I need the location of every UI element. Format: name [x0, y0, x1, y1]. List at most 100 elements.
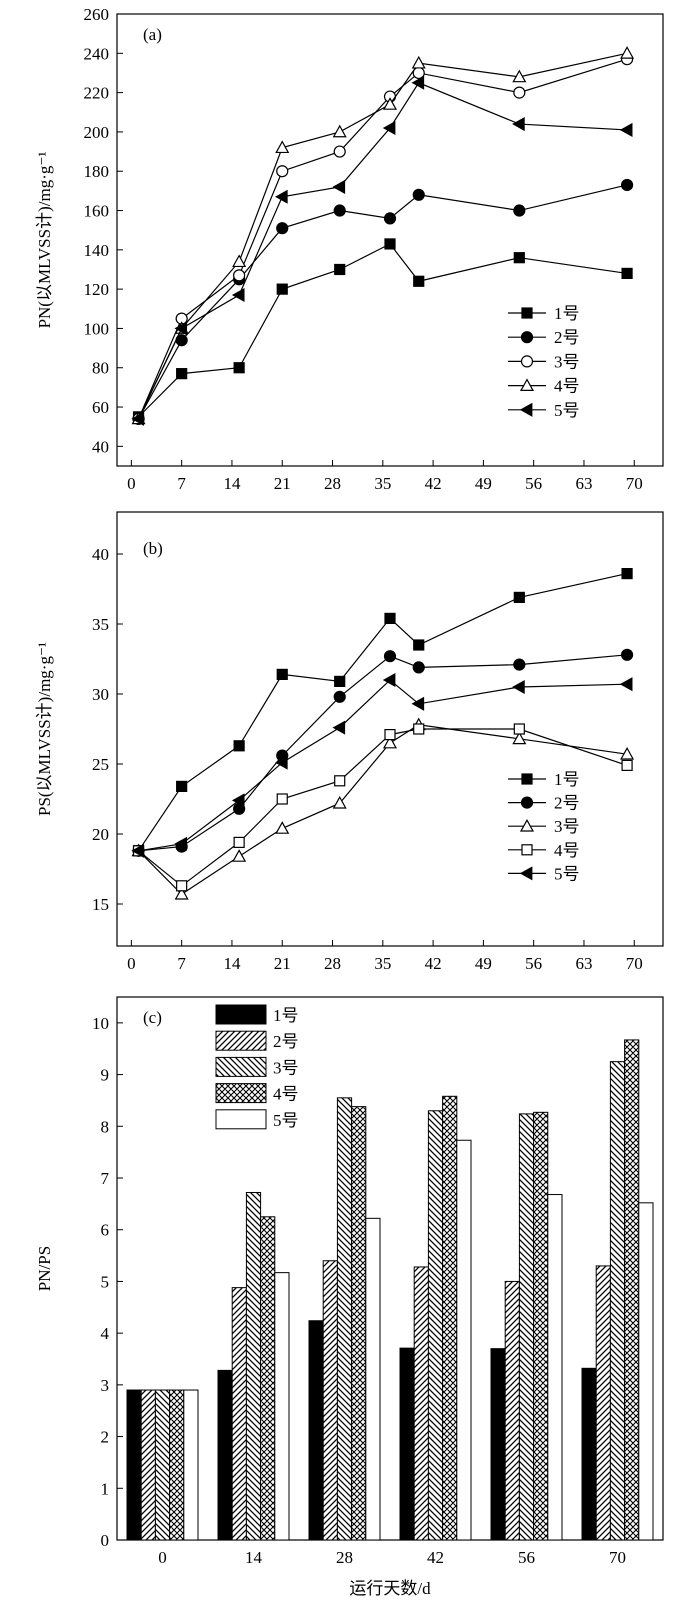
plot-frame	[116, 511, 664, 947]
y-tick-label: 10	[92, 1014, 109, 1033]
legend-label: 3号	[554, 352, 580, 371]
data-point	[276, 283, 288, 295]
data-point	[382, 120, 396, 136]
x-tick-label: 49	[475, 474, 492, 493]
y-tick-label: 35	[92, 615, 109, 634]
data-point	[332, 179, 346, 194]
data-point	[383, 212, 397, 225]
bar	[183, 1389, 199, 1541]
y-tick-label: 30	[92, 685, 109, 704]
plot-frame	[116, 13, 664, 467]
x-tick-label: 0	[127, 954, 136, 973]
chart-panel-b: 15 20 25 30 35 40 0 7 14 21 28 35 42 49 56 63 70 (b) PS(以M…	[35, 511, 664, 973]
bar	[231, 1287, 247, 1541]
data-point	[334, 263, 346, 276]
y-tick-label: 180	[84, 162, 110, 181]
legend-swatch	[215, 1109, 267, 1130]
data-point	[383, 650, 397, 663]
y-tick-label: 8	[101, 1117, 110, 1136]
y-tick-label: 120	[84, 280, 110, 299]
y-tick-label: 9	[101, 1066, 110, 1085]
data-point	[512, 731, 527, 745]
y-axis-title: PS(以MLVSS计)/mg·g⁻¹	[35, 642, 54, 816]
x-tick-label: 70	[626, 474, 643, 493]
data-point	[233, 362, 245, 374]
y-tick-label: 60	[92, 398, 109, 417]
y-tick-label: 3	[101, 1376, 110, 1395]
y-tick-label: 40	[92, 437, 109, 456]
bar	[351, 1106, 367, 1541]
bar	[365, 1217, 381, 1541]
bar	[624, 1039, 640, 1541]
data-point	[233, 836, 245, 849]
data-point	[411, 696, 425, 711]
bar	[533, 1111, 549, 1541]
x-tick-label: 49	[475, 954, 492, 973]
x-tick-label: 28	[336, 1548, 353, 1567]
x-tick-label: 0	[127, 474, 136, 493]
data-point	[176, 880, 188, 892]
legend-label: 4号	[273, 1085, 299, 1104]
data-point	[174, 886, 189, 900]
bar	[504, 1280, 520, 1541]
data-point	[334, 675, 346, 688]
legend-marker	[521, 844, 533, 856]
data-point	[176, 780, 188, 793]
legend-marker	[519, 866, 533, 881]
panel-label: (c)	[143, 1008, 162, 1027]
data-point	[131, 843, 144, 858]
panel-label: (b)	[143, 539, 163, 558]
bar	[217, 1369, 233, 1541]
y-tick-label: 7	[101, 1169, 110, 1188]
x-tick-label: 7	[177, 474, 186, 493]
data-point	[276, 668, 288, 681]
legend-marker	[519, 402, 533, 417]
y-tick-label: 20	[92, 825, 109, 844]
legend-marker	[519, 818, 535, 832]
legend-label: 2号	[554, 794, 580, 813]
bar	[413, 1266, 429, 1541]
data-point	[620, 746, 635, 760]
bar	[126, 1389, 142, 1541]
data-point	[513, 252, 525, 264]
data-point	[620, 178, 634, 192]
data-point	[275, 821, 290, 834]
bar	[595, 1265, 611, 1541]
y-tick-label: 220	[84, 84, 110, 103]
x-tick-label: 14	[223, 954, 241, 973]
legend-label: 5号	[554, 864, 580, 883]
series-1	[132, 567, 633, 857]
data-point	[332, 720, 346, 735]
x-tick-label: 35	[374, 474, 391, 493]
y-tick-label: 100	[84, 319, 110, 338]
bar	[322, 1260, 338, 1541]
data-point	[382, 735, 398, 749]
data-point	[231, 288, 245, 303]
data-point	[384, 612, 396, 625]
legend-swatch	[215, 1083, 267, 1104]
bar	[547, 1194, 563, 1541]
y-axis-title: PN(以MLVSS计)/mg·g⁻¹	[35, 152, 54, 329]
legend-marker	[521, 773, 533, 785]
legend-label: 1号	[554, 304, 580, 323]
legend-label: 5号	[273, 1111, 299, 1130]
bar	[308, 1320, 324, 1541]
bar	[169, 1389, 185, 1541]
data-point	[176, 368, 188, 380]
data-point	[276, 222, 289, 235]
x-tick-label: 28	[324, 954, 341, 973]
y-tick-label: 2	[101, 1428, 110, 1447]
bar	[518, 1113, 535, 1541]
legend-marker	[521, 307, 533, 319]
y-tick-label: 25	[92, 755, 109, 774]
data-point	[619, 677, 633, 692]
data-point	[621, 267, 633, 280]
data-point	[620, 648, 634, 661]
data-point	[384, 728, 396, 741]
data-point	[174, 836, 188, 851]
x-tick-label: 28	[324, 474, 341, 493]
legend-label: 1号	[554, 770, 580, 789]
bar	[581, 1367, 597, 1541]
data-point	[413, 639, 425, 651]
